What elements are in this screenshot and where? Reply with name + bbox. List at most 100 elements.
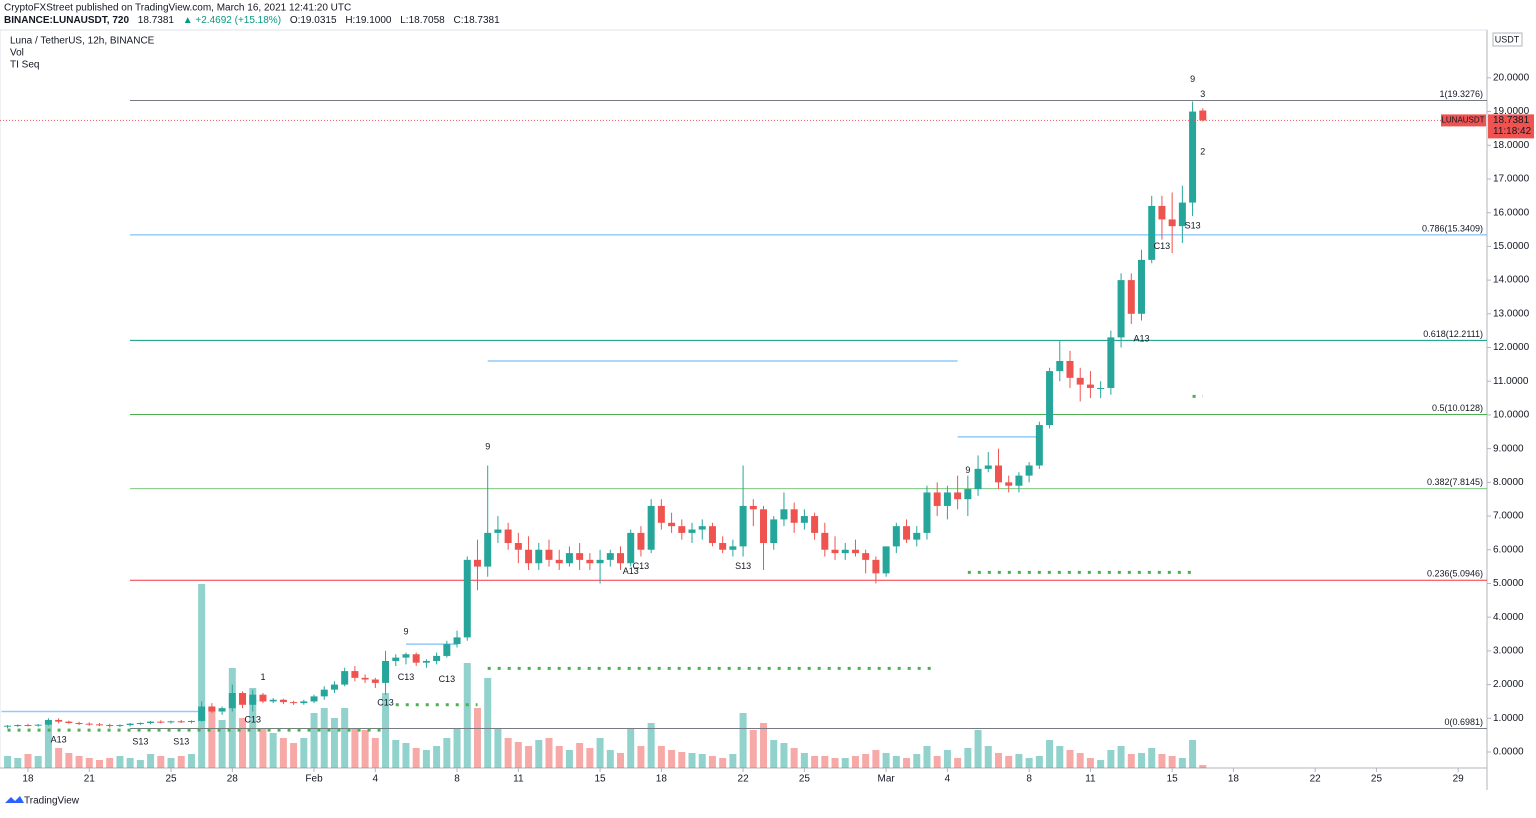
volume-bar	[1148, 748, 1156, 768]
candle-body	[800, 516, 808, 523]
y-tick-label: 19.0000	[1493, 106, 1530, 117]
volume-bar	[34, 756, 42, 768]
volume-bar	[4, 756, 12, 768]
volume-bar	[1035, 756, 1043, 768]
volume-bar	[351, 728, 359, 768]
candle-body	[596, 559, 604, 564]
candle-body	[106, 725, 114, 727]
td-label: C13	[633, 561, 650, 571]
volume-bar	[800, 753, 808, 768]
candle-body	[872, 559, 880, 574]
candle-body	[351, 671, 359, 678]
y-tick-label: 4.0000	[1493, 612, 1524, 623]
candle-body	[96, 724, 104, 726]
volume-bar	[136, 760, 144, 768]
volume-bar	[1005, 756, 1013, 768]
volume-bar	[341, 708, 349, 768]
y-tick-label: 3.0000	[1493, 646, 1524, 657]
volume-bar	[943, 750, 951, 768]
candle-body	[473, 559, 481, 567]
x-tick-label: 4	[373, 774, 379, 785]
x-tick-label: Feb	[305, 774, 323, 785]
volume-bar	[1086, 758, 1094, 768]
volume-bar	[453, 728, 461, 768]
x-tick-label: 21	[84, 774, 96, 785]
td-label: S13	[132, 736, 148, 746]
volume-bar	[913, 754, 921, 768]
y-tick-label: 20.0000	[1493, 73, 1530, 84]
candle-body	[1117, 280, 1125, 338]
volume-bar	[463, 663, 471, 768]
x-tick-label: 29	[1453, 774, 1465, 785]
x-tick-label: 11	[1085, 774, 1096, 785]
volume-bar	[1097, 760, 1105, 768]
volume-bar	[984, 746, 992, 768]
candle-body	[1158, 205, 1166, 220]
candle-body	[228, 693, 236, 709]
candle-body	[371, 679, 379, 683]
volume-bar	[974, 730, 982, 768]
y-tick-label: 9.0000	[1493, 443, 1524, 454]
td-label: S13	[735, 561, 751, 571]
volume-bar	[392, 740, 400, 768]
td-label: 9	[965, 465, 970, 475]
x-tick-label: 8	[1026, 774, 1032, 785]
candle-body	[412, 654, 420, 663]
volume-bar	[576, 743, 584, 768]
logo	[5, 796, 24, 803]
volume-bar	[627, 728, 635, 768]
td-label: C13	[244, 714, 261, 724]
volume-bar	[116, 756, 124, 768]
td-label: A13	[51, 735, 67, 745]
td-label: A13	[623, 566, 639, 576]
candle-body	[1046, 371, 1054, 426]
footer: TradingView	[24, 796, 80, 807]
candle-body	[780, 509, 788, 520]
td-label: 3	[1200, 89, 1205, 99]
candle-body	[954, 492, 962, 500]
volume-bar	[1066, 750, 1074, 768]
candle-body	[943, 492, 951, 506]
candle-body	[310, 696, 318, 702]
td-label: 1	[260, 672, 265, 682]
volume-bar	[811, 756, 819, 768]
candle-body	[1056, 360, 1064, 372]
x-tick-label: 8	[454, 774, 460, 785]
volume-bar	[218, 720, 226, 768]
volume-bar	[494, 728, 502, 768]
y-tick-label: 0.0000	[1493, 747, 1524, 758]
candle-body	[657, 505, 665, 523]
candle-body	[1127, 280, 1135, 314]
candle-body	[453, 637, 461, 645]
candle-body	[739, 505, 747, 547]
y-tick-label: 10.0000	[1493, 410, 1530, 421]
volume-bar	[739, 713, 747, 768]
candle-body	[1086, 384, 1094, 388]
volume-bar	[320, 708, 328, 768]
x-tick-label: 25	[165, 774, 177, 785]
legend-study: Vol	[10, 48, 24, 59]
volume-bar	[862, 754, 870, 768]
candle-body	[617, 553, 625, 564]
legend-study: TI Seq	[10, 60, 39, 71]
candle-body	[239, 693, 247, 705]
volume-bar	[954, 758, 962, 768]
volume-bar	[892, 756, 900, 768]
volume-bar	[177, 756, 185, 768]
volume-bar	[1076, 753, 1084, 768]
candle-body	[320, 689, 328, 697]
candle-body	[862, 553, 870, 560]
candle-body	[964, 489, 972, 500]
volume-bar	[208, 708, 216, 768]
volume-bar	[760, 723, 768, 768]
candle-body	[994, 465, 1002, 483]
candle-body	[606, 553, 614, 560]
volume-bar	[831, 758, 839, 768]
ohlc: C:18.7381	[454, 15, 501, 26]
x-tick-label: 25	[799, 774, 811, 785]
volume-bar	[606, 750, 614, 768]
volume-bar	[504, 738, 512, 768]
volume-bar	[228, 668, 236, 768]
volume-bar	[1117, 746, 1125, 768]
volume-bar	[1056, 746, 1064, 768]
